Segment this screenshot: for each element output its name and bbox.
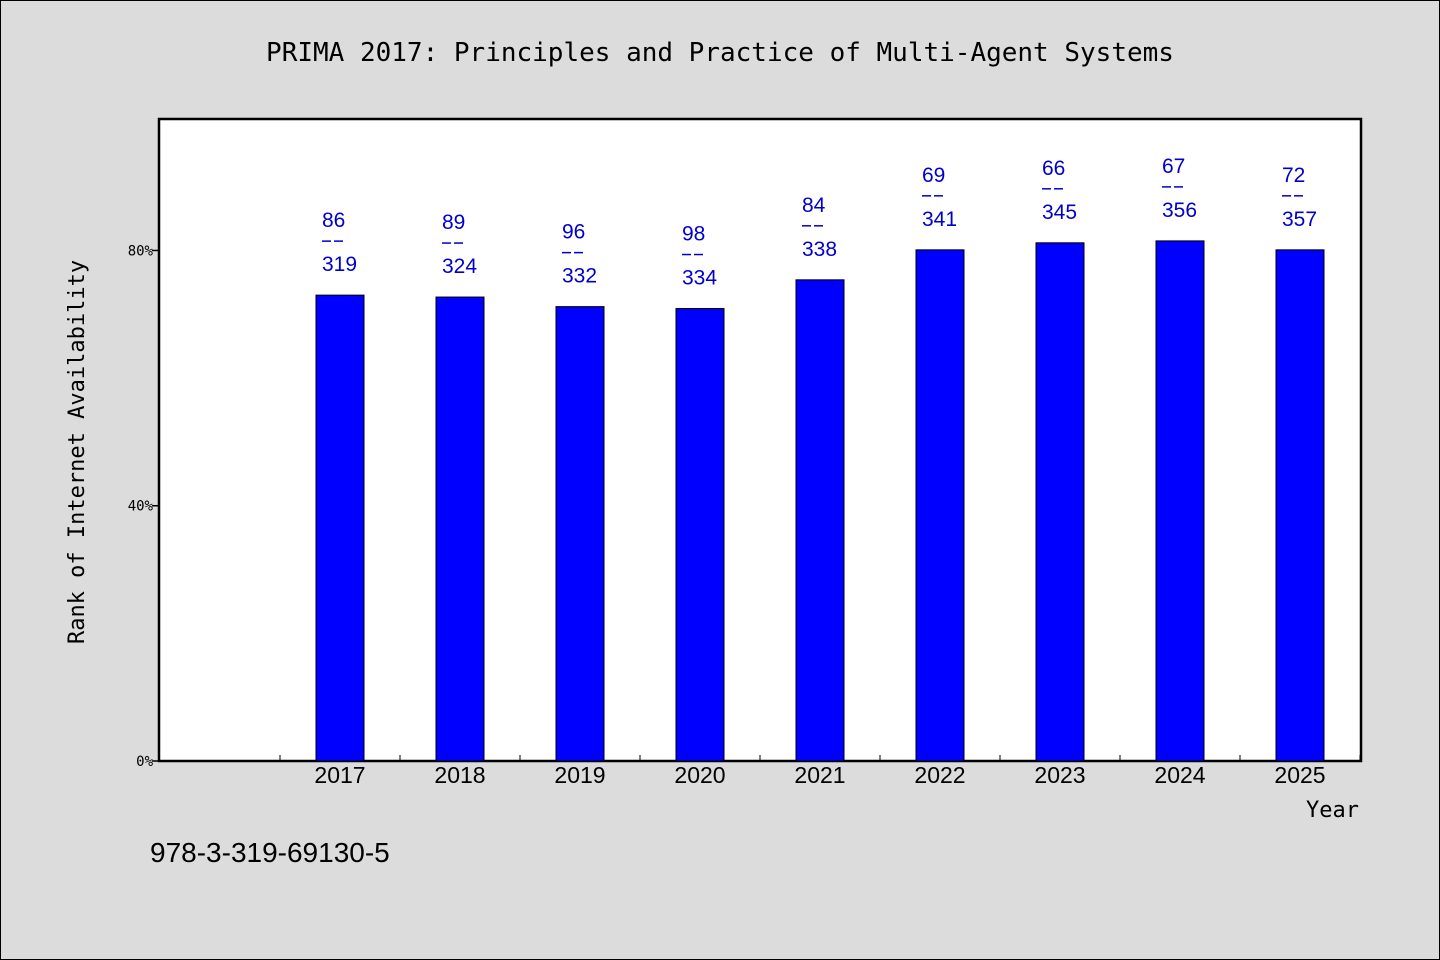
bar-label-bottom: 332 [562, 265, 597, 288]
bar-label-bottom: 334 [682, 267, 717, 290]
x-tick-label: 2024 [1154, 762, 1205, 788]
bar-label-bottom: 341 [922, 208, 957, 231]
bar [1275, 249, 1325, 762]
bar-label-top: 86 [322, 209, 345, 232]
x-axis-label: Year [1306, 798, 1359, 823]
bar [315, 294, 365, 762]
y-tick-label: 40% [128, 499, 154, 515]
bar-label-top: 67 [1162, 155, 1185, 178]
isbn-text: 978-3-319-69130-5 [150, 837, 390, 868]
bar-label-top: 98 [682, 223, 705, 246]
bar-label-bottom: 357 [1282, 208, 1317, 231]
bar-label-top: 69 [922, 164, 945, 187]
bar-label-bottom: 324 [442, 255, 477, 278]
bar [915, 249, 965, 762]
x-tick-label: 2025 [1274, 762, 1325, 788]
bar-series [315, 240, 1325, 762]
bar [675, 308, 725, 762]
bar-label-top: 72 [1282, 164, 1305, 187]
bar-label-top: 96 [562, 221, 585, 244]
bar [435, 296, 485, 762]
bar-label-bottom: 356 [1162, 199, 1197, 222]
bar-label-bottom: 338 [802, 238, 837, 261]
y-axis-label: Rank of Internet Availability [65, 260, 90, 644]
y-axis: 0% 40% 80% [128, 243, 159, 770]
x-tick-label: 2021 [794, 762, 845, 788]
bar [795, 279, 845, 762]
bar-label-bottom: 345 [1042, 201, 1077, 224]
x-tick-label: 2019 [554, 762, 605, 788]
bar-label-top: 66 [1042, 157, 1065, 180]
bar [1155, 240, 1205, 762]
x-tick-label: 2017 [314, 762, 365, 788]
bar-label-top: 89 [442, 211, 465, 234]
data-labels: 86 319 89 324 96 332 98 334 84 338 69 341 66 345 67 356… [322, 155, 1317, 290]
bar [1035, 242, 1085, 762]
x-axis: 2017 2018 2019 2020 2021 2022 2023 2024 2025 [279, 755, 1361, 788]
chart-title: PRIMA 2017: Principles and Practice of M… [266, 38, 1174, 68]
x-tick-label: 2023 [1034, 762, 1085, 788]
bar-label-top: 84 [802, 194, 826, 217]
y-tick-label: 0% [136, 754, 153, 770]
bar-label-bottom: 319 [322, 253, 357, 276]
x-tick-label: 2022 [914, 762, 965, 788]
bar [555, 306, 605, 762]
x-tick-label: 2020 [674, 762, 725, 788]
x-tick-label: 2018 [434, 762, 485, 788]
y-tick-label: 80% [128, 243, 154, 259]
